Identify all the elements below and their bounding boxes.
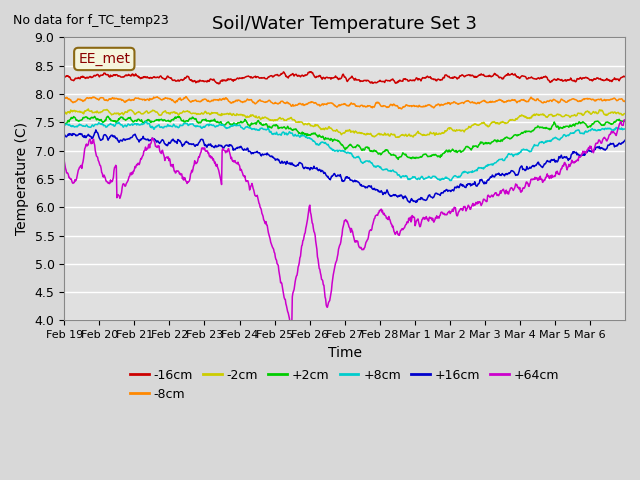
+64cm [60,158,68,164]
-8cm [595,96,602,102]
-2cm [595,110,602,116]
-16cm [87,75,95,81]
+16cm [595,145,602,151]
+2cm [603,119,611,125]
+16cm [603,145,611,151]
-8cm [398,106,406,112]
-16cm [595,75,602,81]
-2cm [60,110,68,116]
+8cm [603,126,611,132]
Line: -2cm: -2cm [64,109,625,137]
+2cm [60,119,68,125]
+8cm [621,126,629,132]
-16cm [603,76,611,82]
Line: +8cm: +8cm [64,121,625,180]
+16cm [392,192,399,197]
-16cm [215,81,223,87]
-8cm [294,102,301,108]
+64cm [87,141,95,146]
+2cm [595,119,602,124]
-2cm [394,134,402,140]
-16cm [164,74,172,80]
+64cm [294,269,301,275]
Line: -16cm: -16cm [64,72,625,84]
-8cm [603,97,611,103]
+64cm [621,117,628,123]
+16cm [621,137,629,143]
-16cm [294,73,301,79]
+16cm [165,139,173,145]
+8cm [446,178,454,183]
+2cm [621,118,629,123]
Text: No data for f_TC_temp23: No data for f_TC_temp23 [13,14,168,27]
-8cm [60,96,68,101]
+2cm [392,153,399,158]
+2cm [175,113,182,119]
-8cm [621,98,629,104]
-8cm [164,96,172,101]
Line: +64cm: +64cm [64,120,625,330]
+8cm [87,124,95,130]
Line: +2cm: +2cm [64,116,625,159]
+64cm [602,138,610,144]
+16cm [60,132,68,138]
-16cm [392,80,399,86]
Title: Soil/Water Temperature Set 3: Soil/Water Temperature Set 3 [212,15,477,33]
+16cm [294,162,301,168]
-2cm [88,108,95,114]
+8cm [165,123,173,129]
+8cm [141,119,149,124]
X-axis label: Time: Time [328,346,362,360]
-2cm [165,111,173,117]
+2cm [164,118,172,123]
+16cm [87,134,95,140]
-2cm [621,111,629,117]
-16cm [621,74,629,80]
-2cm [392,133,399,139]
Y-axis label: Temperature (C): Temperature (C) [15,122,29,236]
Line: -8cm: -8cm [64,96,625,109]
-16cm [60,74,68,80]
-2cm [294,120,301,125]
+16cm [92,127,100,133]
+64cm [392,231,399,237]
+2cm [294,129,301,134]
-8cm [182,94,189,99]
+8cm [595,127,602,133]
Line: +16cm: +16cm [64,130,625,203]
-2cm [84,106,92,112]
+16cm [406,200,413,205]
+64cm [621,118,629,123]
-2cm [603,111,611,117]
+8cm [392,169,399,175]
+2cm [394,156,402,162]
-8cm [392,103,399,108]
Text: EE_met: EE_met [78,52,131,66]
-16cm [307,69,315,74]
+64cm [594,141,602,146]
+64cm [164,154,172,160]
Legend: -16cm, -8cm, -2cm, +2cm, +8cm, +16cm, +64cm: -16cm, -8cm, -2cm, +2cm, +8cm, +16cm, +6… [125,363,564,406]
+8cm [294,133,301,139]
+2cm [87,115,95,121]
-8cm [87,96,95,101]
+8cm [60,123,68,129]
+64cm [288,327,296,333]
